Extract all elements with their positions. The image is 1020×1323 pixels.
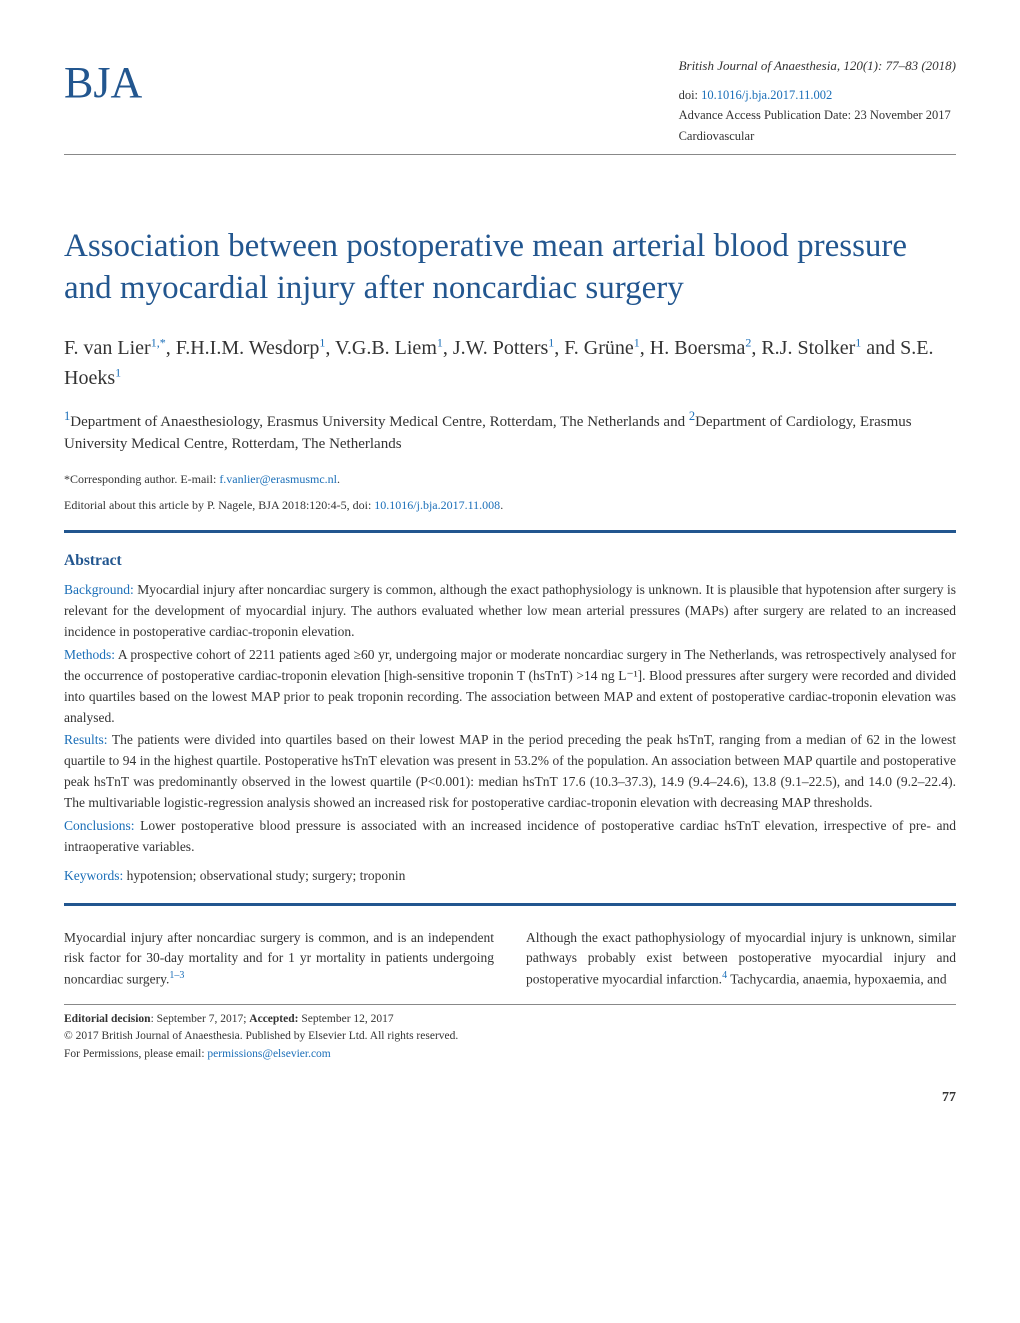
abstract-conclusions: Conclusions: Lower postoperative blood p…: [64, 816, 956, 858]
corresponding-label: *Corresponding author. E-mail:: [64, 472, 219, 486]
permissions-email-link[interactable]: permissions@elsevier.com: [207, 1048, 330, 1060]
editorial-note-text: Editorial about this article by P. Nagel…: [64, 498, 374, 512]
abstract-body: Background: Myocardial injury after nonc…: [64, 580, 956, 887]
body-column-right: Although the exact pathophysiology of my…: [526, 928, 956, 990]
doi-line: doi: 10.1016/j.bja.2017.11.002: [679, 86, 956, 105]
corresponding-author: *Corresponding author. E-mail: f.vanlier…: [64, 470, 956, 488]
doi-label: doi:: [679, 88, 702, 102]
author-list: F. van Lier1,*, F.H.I.M. Wesdorp1, V.G.B…: [64, 333, 956, 393]
col1-text: Myocardial injury after noncardiac surge…: [64, 930, 494, 987]
permissions-line: For Permissions, please email: permissio…: [64, 1046, 956, 1063]
citation-ref[interactable]: 1–3: [169, 970, 184, 981]
article-category: Cardiovascular: [679, 127, 956, 146]
journal-reference: British Journal of Anaesthesia, 120(1): …: [679, 56, 956, 76]
abstract-background: Background: Myocardial injury after nonc…: [64, 580, 956, 643]
abstract-methods: Methods: A prospective cohort of 2211 pa…: [64, 645, 956, 729]
body-column-left: Myocardial injury after noncardiac surge…: [64, 928, 494, 990]
period: .: [337, 472, 340, 486]
abstract-bottom-rule: [64, 903, 956, 906]
methods-label: Methods:: [64, 647, 118, 662]
conclusions-text: Lower postoperative blood pressure is as…: [64, 818, 956, 854]
editorial-doi-link[interactable]: 10.1016/j.bja.2017.11.008: [374, 498, 500, 512]
journal-logo: BJA: [64, 50, 142, 116]
abstract-results: Results: The patients were divided into …: [64, 730, 956, 814]
keywords-label: Keywords:: [64, 868, 127, 883]
permissions-label: For Permissions, please email:: [64, 1048, 207, 1060]
page-header: BJA British Journal of Anaesthesia, 120(…: [64, 50, 956, 146]
page-number: 77: [64, 1087, 956, 1108]
header-meta: British Journal of Anaesthesia, 120(1): …: [679, 50, 956, 146]
results-text: The patients were divided into quartiles…: [64, 732, 956, 810]
advance-pub-date: Advance Access Publication Date: 23 Nove…: [679, 106, 956, 125]
footer-rule: [64, 1004, 956, 1005]
keywords-line: Keywords: hypotension; observational stu…: [64, 866, 956, 887]
editorial-decision: Editorial decision: September 7, 2017; A…: [64, 1011, 956, 1028]
keywords-text: hypotension; observational study; surger…: [127, 868, 406, 883]
editorial-note: Editorial about this article by P. Nagel…: [64, 496, 956, 514]
background-label: Background:: [64, 582, 137, 597]
results-label: Results:: [64, 732, 112, 747]
copyright-line: © 2017 British Journal of Anaesthesia. P…: [64, 1028, 956, 1045]
abstract-heading: Abstract: [64, 549, 956, 572]
period: .: [500, 498, 503, 512]
header-rule: [64, 154, 956, 155]
methods-text: A prospective cohort of 2211 patients ag…: [64, 647, 956, 725]
affiliations: 1Department of Anaesthesiology, Erasmus …: [64, 407, 956, 456]
background-text: Myocardial injury after noncardiac surge…: [64, 582, 956, 639]
body-columns: Myocardial injury after noncardiac surge…: [64, 928, 956, 990]
col2-tail: Tachycardia, anaemia, hypoxaemia, and: [727, 972, 947, 987]
abstract-top-rule: [64, 530, 956, 533]
corresponding-email-link[interactable]: f.vanlier@erasmusmc.nl: [219, 472, 337, 486]
article-title: Association between postoperative mean a…: [64, 225, 956, 309]
doi-link[interactable]: 10.1016/j.bja.2017.11.002: [701, 88, 832, 102]
footer-block: Editorial decision: September 7, 2017; A…: [64, 1011, 956, 1063]
conclusions-label: Conclusions:: [64, 818, 140, 833]
